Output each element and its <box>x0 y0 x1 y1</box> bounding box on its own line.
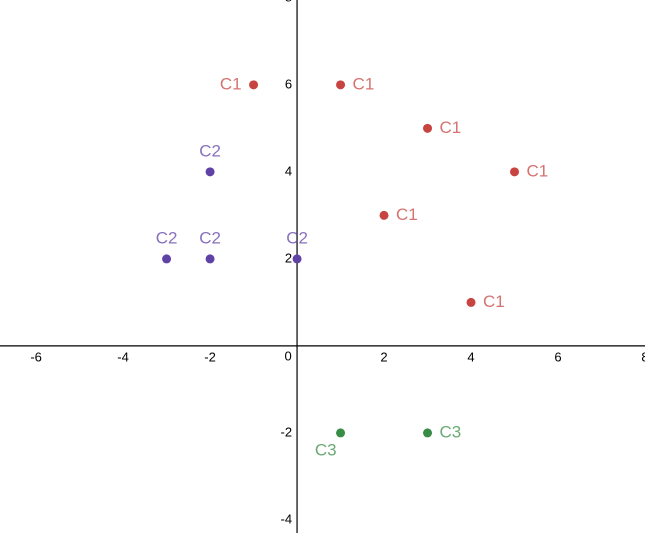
point-label: C1 <box>527 161 549 180</box>
point <box>379 210 389 220</box>
origin-label: 0 <box>284 348 291 363</box>
x-tick-label: -2 <box>204 349 216 364</box>
point-label: C3 <box>315 440 337 459</box>
point <box>336 428 346 438</box>
point-label: C2 <box>199 228 221 247</box>
point-label: C1 <box>220 74 242 93</box>
point <box>510 167 520 177</box>
point <box>423 428 433 438</box>
x-tick-label: -4 <box>117 349 129 364</box>
y-tick-label: 8 <box>285 0 292 4</box>
point-label: C3 <box>440 422 462 441</box>
point-label: C1 <box>483 292 505 311</box>
y-tick-label: 2 <box>285 250 292 265</box>
y-tick-label: -4 <box>280 511 292 526</box>
point-label: C2 <box>156 228 178 247</box>
y-tick-label: 4 <box>285 163 292 178</box>
point <box>292 254 302 264</box>
x-tick-label: -6 <box>30 349 42 364</box>
point-label: C2 <box>199 141 221 160</box>
point <box>336 80 346 90</box>
point <box>423 123 433 133</box>
x-tick-label: 4 <box>467 349 474 364</box>
point-label: C1 <box>396 205 418 224</box>
x-tick-label: 2 <box>380 349 387 364</box>
x-tick-label: 6 <box>554 349 561 364</box>
point <box>205 167 215 177</box>
y-tick-label: 6 <box>285 76 292 91</box>
x-tick-label: 8 <box>641 349 645 364</box>
point-label: C1 <box>440 118 462 137</box>
y-tick-label: -2 <box>280 424 292 439</box>
point <box>249 80 259 90</box>
point <box>466 297 476 307</box>
point-label: C2 <box>286 228 308 247</box>
point <box>205 254 215 264</box>
point-label: C1 <box>353 74 375 93</box>
point <box>162 254 172 264</box>
